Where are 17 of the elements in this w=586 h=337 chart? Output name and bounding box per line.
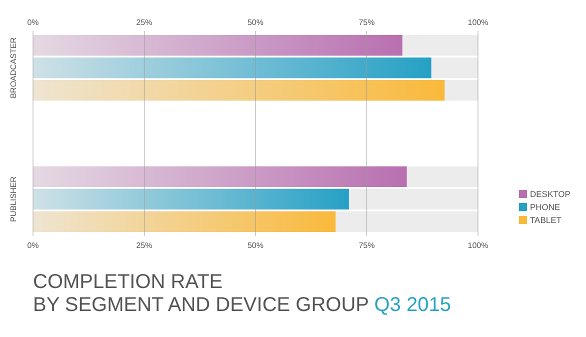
x2-tick-label: 25% — [136, 18, 152, 27]
legend-label: DESKTOP — [530, 189, 571, 199]
x2-tick-label: 75% — [358, 18, 375, 27]
text: COMPLETION RATE BY SEGMENT AND DEVICE GROUP — [33, 271, 369, 316]
legend-label: PHONE — [530, 202, 561, 212]
x2-tick-label: 100% — [468, 18, 488, 27]
y-tick-label: BROADCASTER — [9, 37, 18, 98]
text: Q3 2015 — [374, 294, 451, 316]
x-tick-label: 50% — [247, 241, 264, 250]
x2-tick-label: 50% — [247, 18, 264, 27]
legend-label: TABLET — [530, 215, 562, 225]
y-tick-label: PUBLISHER — [9, 176, 18, 222]
x-tick-label: 0% — [27, 241, 39, 250]
x2-tick-label: 0% — [27, 18, 39, 27]
x-tick-label: 25% — [136, 241, 152, 250]
x-tick-label: 100% — [468, 241, 488, 250]
x-tick-label: 75% — [358, 241, 375, 250]
